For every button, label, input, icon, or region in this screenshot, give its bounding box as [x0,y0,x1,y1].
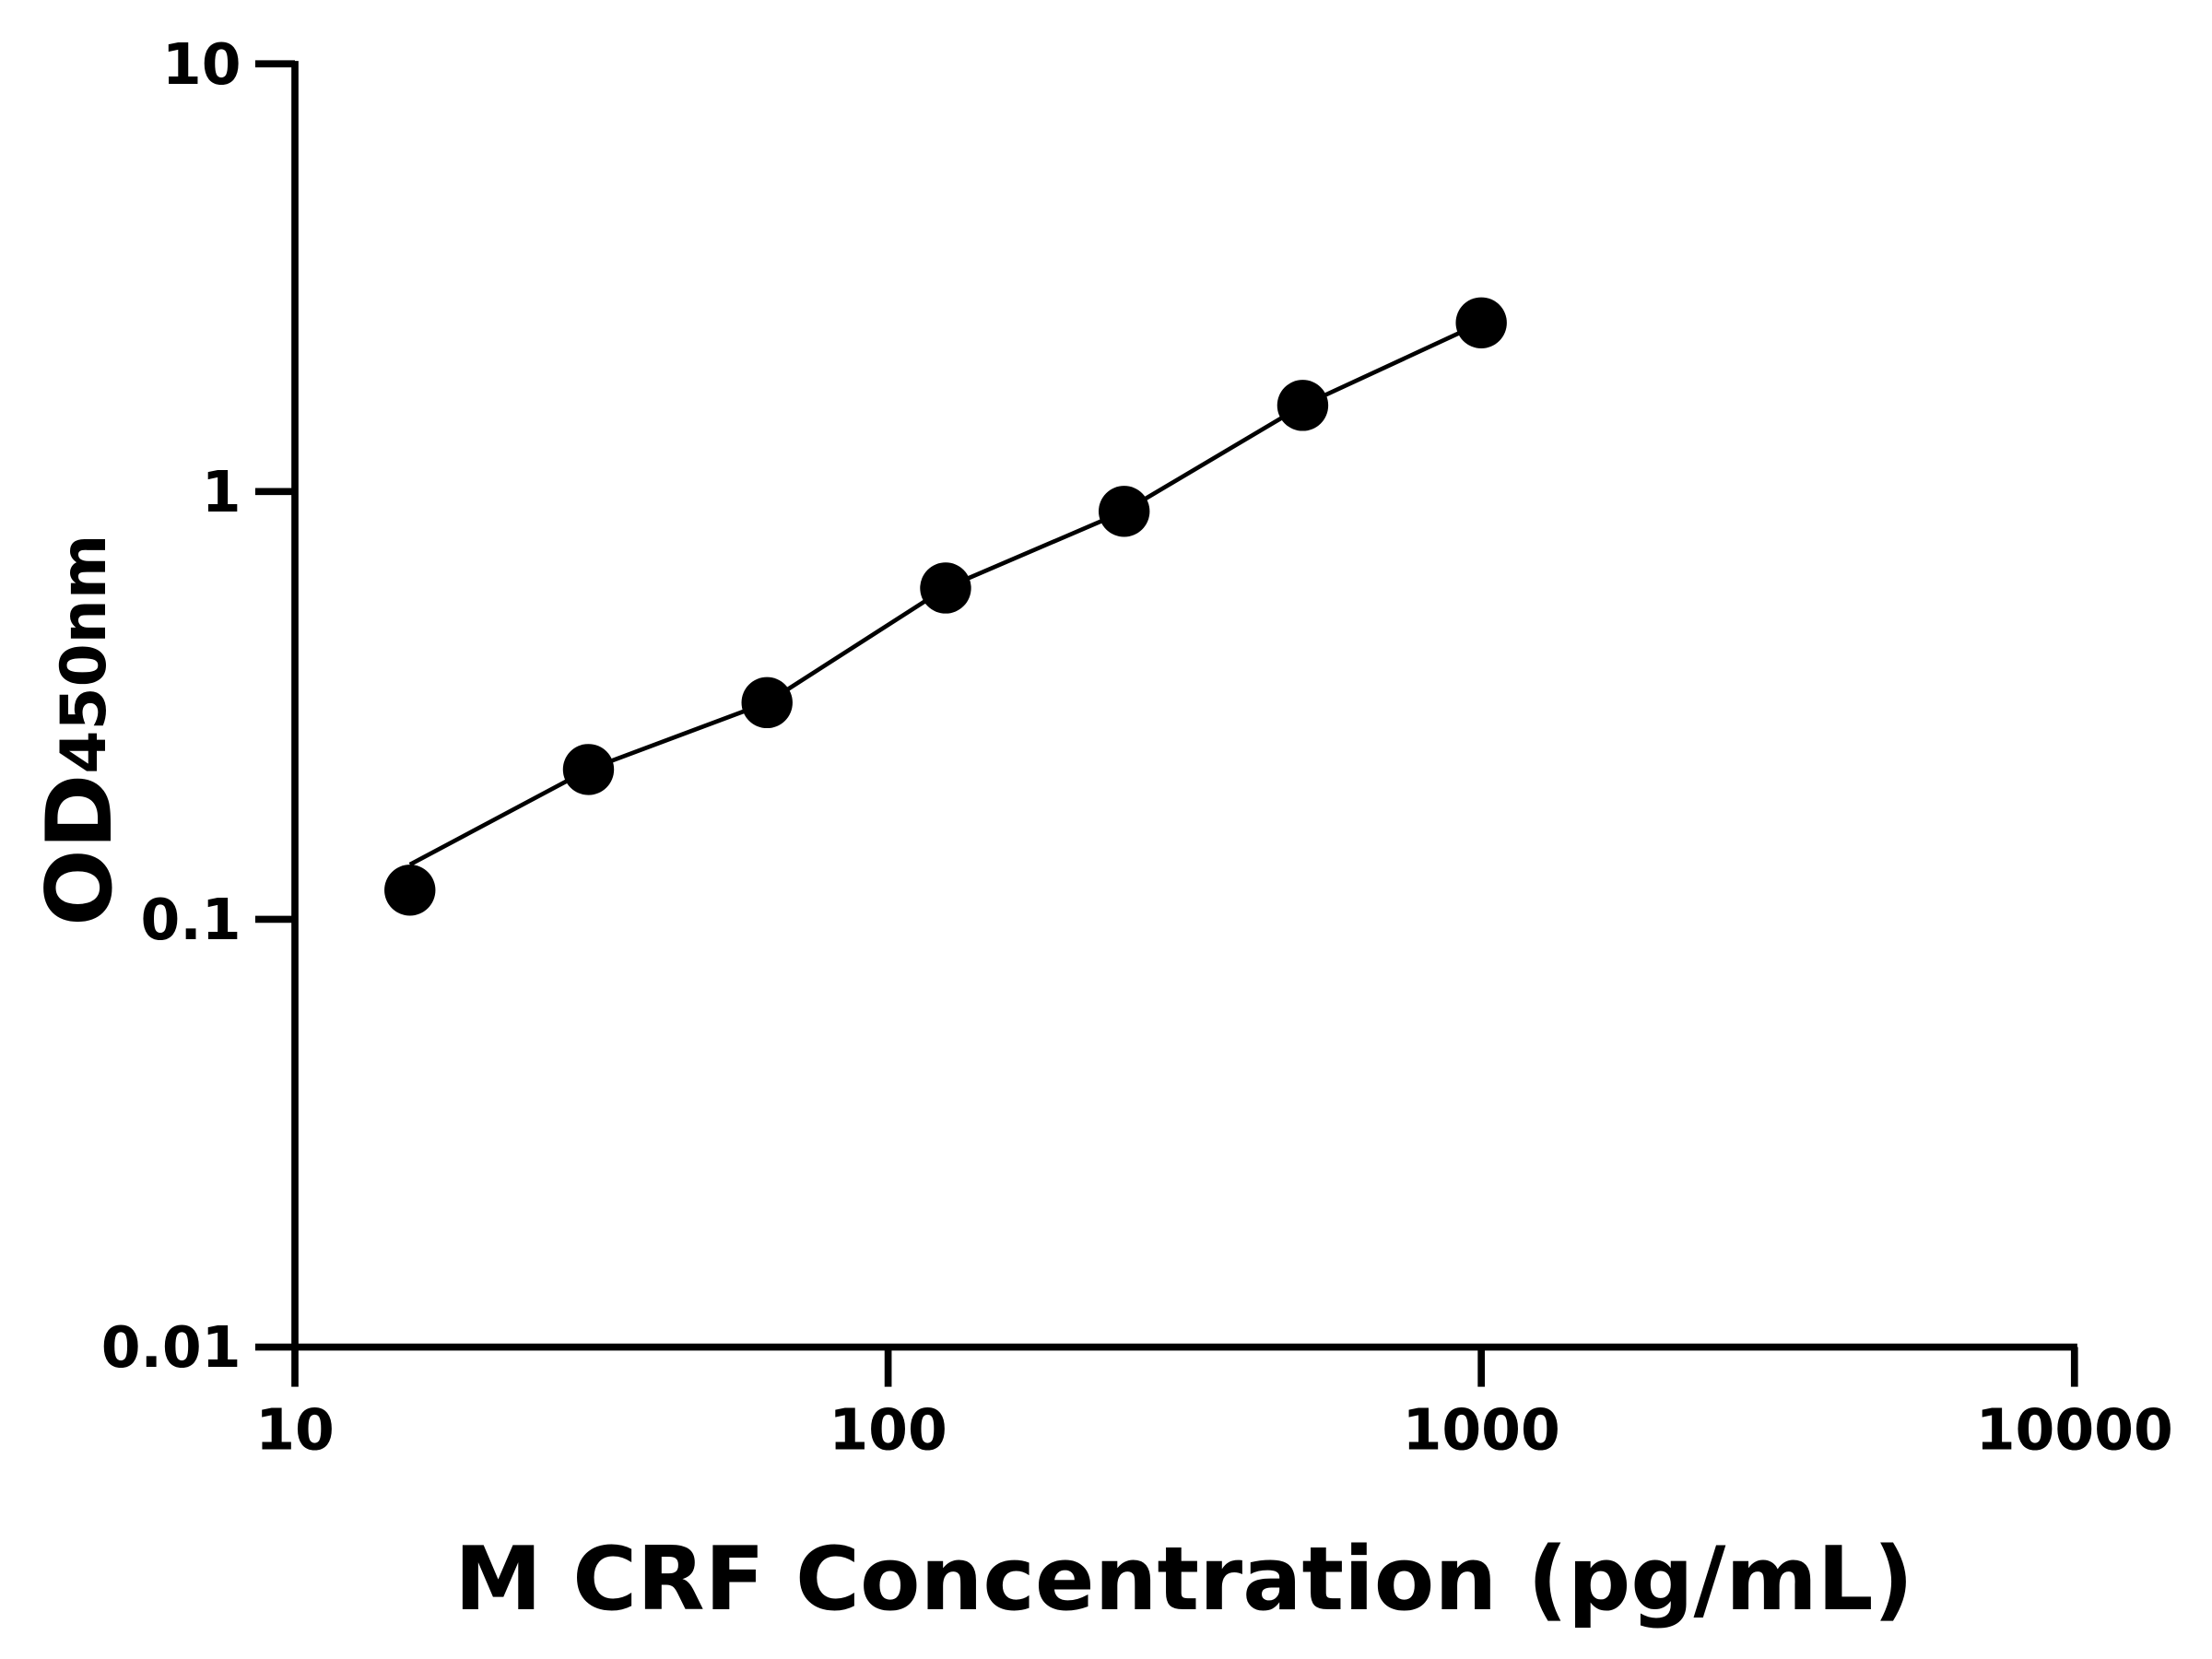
y-axis-label-main: OD [28,774,133,926]
y-axis-label: OD450nm [28,535,133,926]
x-axis-label: M CRF Concentration (pg/mL) [454,1528,1913,1630]
y-tick-label: 0.01 [101,1314,241,1381]
x-tick-label: 10 [255,1396,335,1463]
data-point [1277,380,1329,431]
y-tick-label: 10 [162,31,241,98]
data-point [562,744,615,795]
x-tick-label: 100 [829,1396,947,1463]
data-point [1455,297,1507,348]
axes [291,61,2077,1351]
y-axis-label-sub: 450nm [47,535,120,774]
x-tick-label: 1000 [1403,1396,1560,1463]
y-tick-label: 1 [202,459,241,525]
data-point [384,865,436,916]
y-tick-label: 0.1 [141,887,241,953]
data-point [741,677,793,729]
data-point [920,562,971,614]
x-tick-label: 10000 [1976,1396,2173,1463]
data-point [1099,486,1150,537]
